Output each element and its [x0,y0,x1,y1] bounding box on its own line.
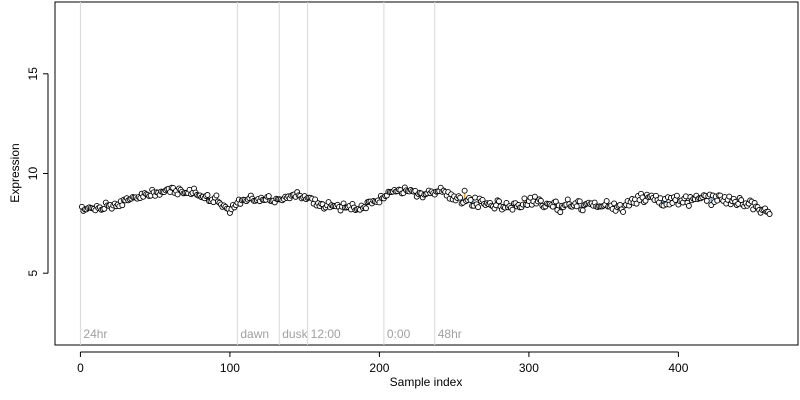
data-point-289 [509,206,516,213]
vline-label-2: dusk [282,327,308,341]
x-tick-label-3: 300 [519,361,539,375]
x-axis: 0 100 200 300 400 [77,351,689,375]
x-tick-label-0: 0 [77,361,84,375]
vline-label-4: 0:00 [387,327,411,341]
data-point-297 [521,195,528,202]
data-point-372 [633,200,640,207]
data-point-308 [537,197,544,204]
data-point-461 [766,211,773,217]
data-point-65 [174,191,181,198]
y-axis: 5 10 15 [26,67,49,277]
vline-label-3: 12:00 [311,327,341,341]
x-tick-label-1: 100 [220,361,240,375]
data-point-126 [265,193,272,200]
y-tick-label-0: 5 [26,270,40,277]
data-point-85 [204,192,211,198]
data-point-91 [213,192,220,199]
vline-label-5: 48hr [438,327,462,341]
data-point-28 [119,202,126,209]
data-point-304 [531,193,538,200]
data-point-257 [461,187,468,194]
data-point-407 [685,202,692,209]
y-tick-label-1: 10 [26,167,40,181]
vertical-markers: 24hr dawn dusk 12:00 0:00 48hr [79,2,462,345]
data-point-157 [312,196,319,203]
data-point-399 [673,192,680,199]
data-point-318 [552,198,559,205]
data-point-434 [726,193,733,200]
data-point-266 [475,204,482,211]
x-tick-label-4: 400 [668,361,688,375]
data-point-280 [496,198,502,205]
data-point-363 [620,208,627,215]
data-points [78,184,773,217]
data-point-200 [376,199,383,206]
data-point-336 [579,207,586,214]
data-point-321 [557,209,564,216]
data-point-191 [363,205,369,212]
data-point-334 [576,198,583,205]
x-tick-label-2: 200 [369,361,389,375]
data-point-332 [573,203,580,210]
y-axis-title: Expression [8,143,22,202]
y-tick-label-2: 15 [26,67,40,81]
x-axis-title: Sample index [390,375,463,389]
vline-label-1: dawn [240,327,269,341]
data-point-254 [457,194,464,201]
data-point-261 [467,197,474,203]
vline-label-0: 24hr [83,327,107,341]
data-point-352 [603,198,610,205]
plot-border [54,1,799,346]
